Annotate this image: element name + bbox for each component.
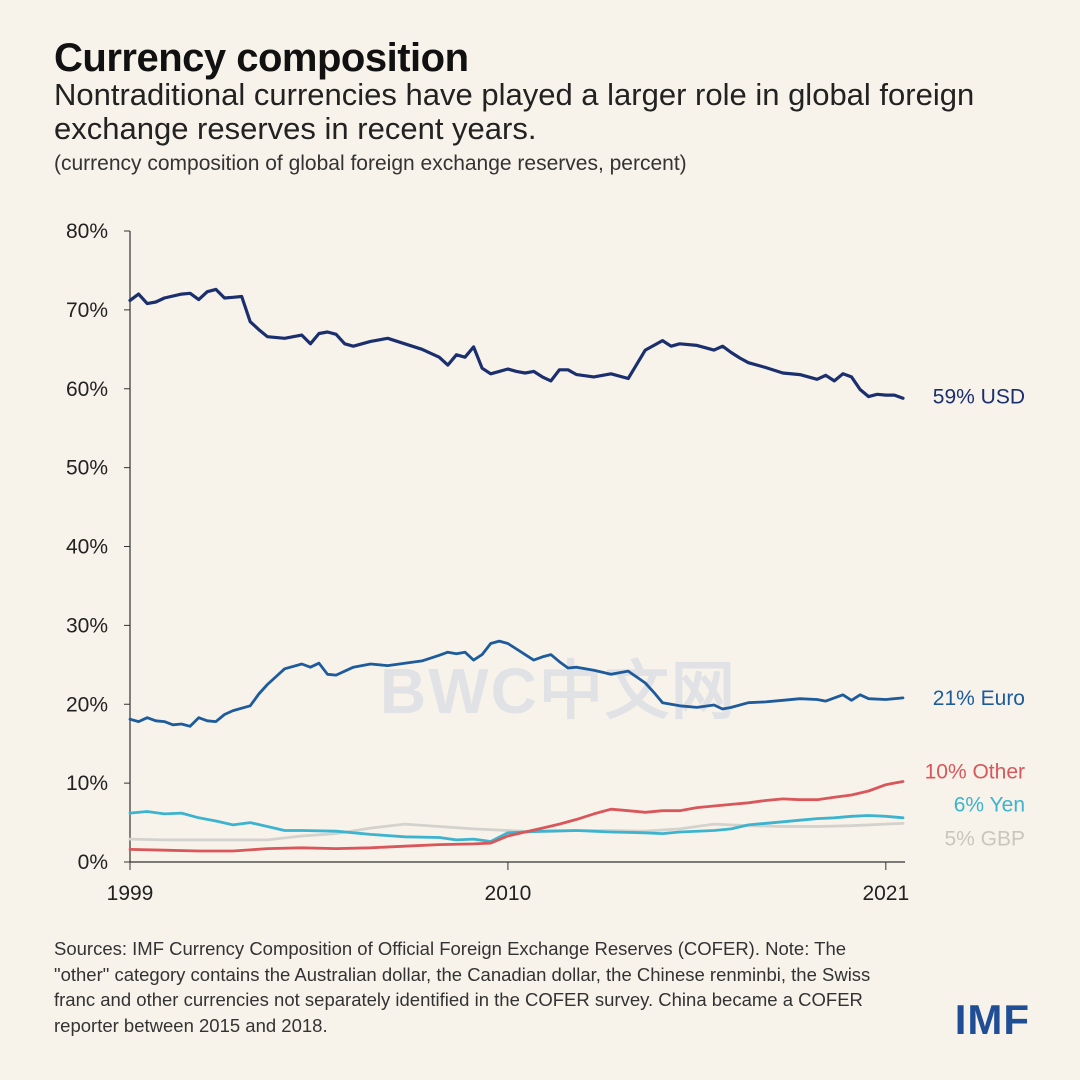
chart-subtitle: Nontraditional currencies have played a … — [54, 77, 975, 146]
series-label-gbp: 5% GBP — [944, 827, 1025, 850]
sources-note: Sources: IMF Currency Composition of Off… — [54, 938, 871, 1036]
y-tick-label: 30% — [66, 614, 108, 637]
y-tick-label: 70% — [66, 299, 108, 322]
x-tick-label: 1999 — [107, 882, 154, 905]
series-line-yen — [128, 810, 905, 843]
series-lines — [128, 287, 905, 853]
series-line-other — [128, 780, 905, 853]
series-label-yen: 6% Yen — [954, 793, 1025, 816]
chart-title: Currency composition — [54, 36, 469, 80]
watermark: BWC中文网 — [380, 655, 737, 727]
series-label-usd: 59% USD — [933, 386, 1025, 409]
y-tick-label: 0% — [78, 851, 108, 874]
y-tick-label: 10% — [66, 772, 108, 795]
line-chart: 0% 10% 20% 30% 40% 50% 60% 70% 80% 1999 2010 2021 5… — [66, 220, 1025, 905]
series-label-other: 10% Other — [925, 760, 1025, 783]
x-tick-label: 2010 — [485, 882, 532, 905]
imf-logo: IMF — [954, 996, 1030, 1043]
series-label-euro: 21% Euro — [933, 687, 1025, 710]
y-tick-label: 60% — [66, 378, 108, 401]
series-end-labels: 59% USD 21% Euro 10% Other 6% Yen 5% GBP — [925, 386, 1025, 851]
y-tick-label: 50% — [66, 457, 108, 480]
units-note: (currency composition of global foreign … — [54, 152, 687, 175]
x-tick-label: 2021 — [862, 882, 909, 905]
series-line-euro — [128, 639, 905, 728]
axes: 0% 10% 20% 30% 40% 50% 60% 70% 80% 1999 2010 2021 — [66, 220, 909, 905]
y-tick-label: 40% — [66, 536, 108, 559]
series-line-usd — [128, 287, 905, 400]
y-tick-label: 80% — [66, 220, 108, 243]
y-tick-label: 20% — [66, 693, 108, 716]
